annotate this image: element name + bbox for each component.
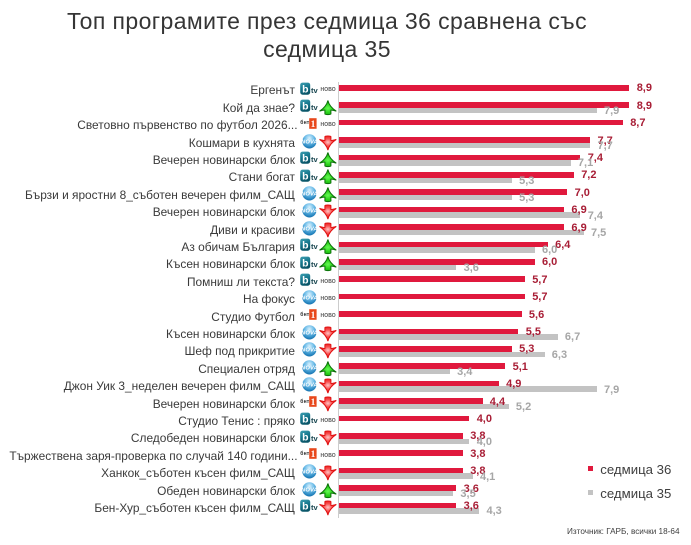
svg-text:tv: tv (311, 434, 318, 443)
svg-text:b: b (302, 257, 308, 269)
svg-text:tv: tv (311, 86, 318, 95)
svg-text:NOVA: NOVA (302, 330, 317, 336)
svg-text:tv: tv (311, 173, 318, 182)
svg-text:NOVA: NOVA (302, 487, 317, 493)
svg-text:b: b (302, 275, 308, 287)
svg-text:b: b (302, 83, 308, 95)
svg-text:b: b (302, 501, 308, 513)
svg-text:1: 1 (311, 398, 316, 407)
svg-text:1: 1 (311, 120, 316, 129)
svg-text:tv: tv (311, 416, 318, 425)
svg-text:NOVA: NOVA (302, 209, 317, 215)
svg-text:tv: tv (311, 260, 318, 269)
svg-text:NOVA: NOVA (302, 383, 317, 389)
svg-text:1: 1 (311, 450, 316, 459)
svg-text:NOVA: NOVA (302, 296, 317, 302)
svg-text:NOVA: NOVA (302, 139, 317, 145)
svg-text:tv: tv (311, 242, 318, 251)
svg-text:tv: tv (311, 503, 318, 512)
svg-text:tv: tv (311, 277, 318, 286)
svg-text:b: b (302, 431, 308, 443)
svg-text:NOVA: NOVA (302, 470, 317, 476)
svg-text:b: b (302, 414, 308, 426)
svg-text:b: b (302, 101, 308, 113)
svg-text:tv: tv (311, 103, 318, 112)
svg-text:NOVA: NOVA (302, 365, 317, 371)
svg-text:b: b (302, 170, 308, 182)
svg-text:NOVA: NOVA (302, 226, 317, 232)
svg-text:NOVA: NOVA (302, 191, 317, 197)
svg-text:1: 1 (311, 311, 316, 320)
svg-text:b: b (302, 240, 308, 252)
svg-text:tv: tv (311, 155, 318, 164)
svg-text:NOVA: NOVA (302, 348, 317, 354)
svg-text:b: b (302, 153, 308, 165)
